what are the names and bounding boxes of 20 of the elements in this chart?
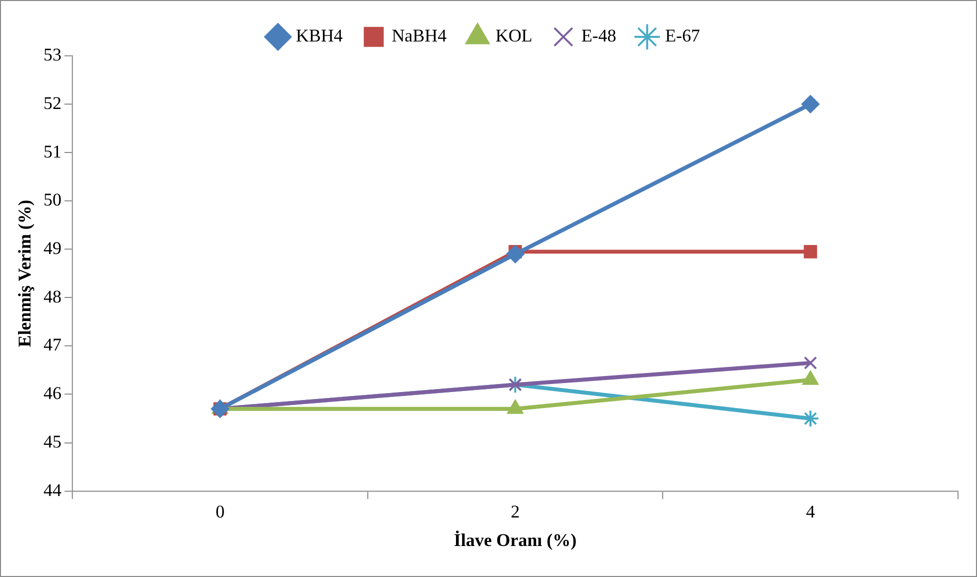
legend-label: KOL — [496, 26, 532, 46]
legend-label: E-48 — [581, 26, 616, 46]
y-tick-label: 44 — [44, 480, 62, 500]
y-tick-label: 49 — [44, 238, 62, 258]
y-tick-label: 52 — [44, 92, 62, 113]
y-tick-label: 46 — [44, 383, 62, 404]
y-axis-title: Elenmiş Verim (%) — [14, 200, 34, 348]
y-tick-label: 47 — [44, 334, 62, 355]
y-tick-label: 48 — [44, 286, 62, 306]
x-tick-label: 0 — [216, 502, 225, 522]
legend-label: KBH4 — [296, 26, 343, 46]
y-tick-label: 45 — [44, 431, 62, 452]
x-tick-label: 4 — [806, 502, 815, 522]
y-tick-label: 51 — [44, 141, 62, 162]
x-axis-title: İlave Oranı (%) — [454, 530, 577, 550]
legend-label: E-67 — [665, 26, 700, 46]
legend-label: NaBH4 — [392, 26, 447, 46]
y-tick-label: 53 — [44, 44, 62, 65]
y-tick-label: 50 — [44, 190, 62, 210]
x-tick-label: 2 — [510, 502, 520, 522]
